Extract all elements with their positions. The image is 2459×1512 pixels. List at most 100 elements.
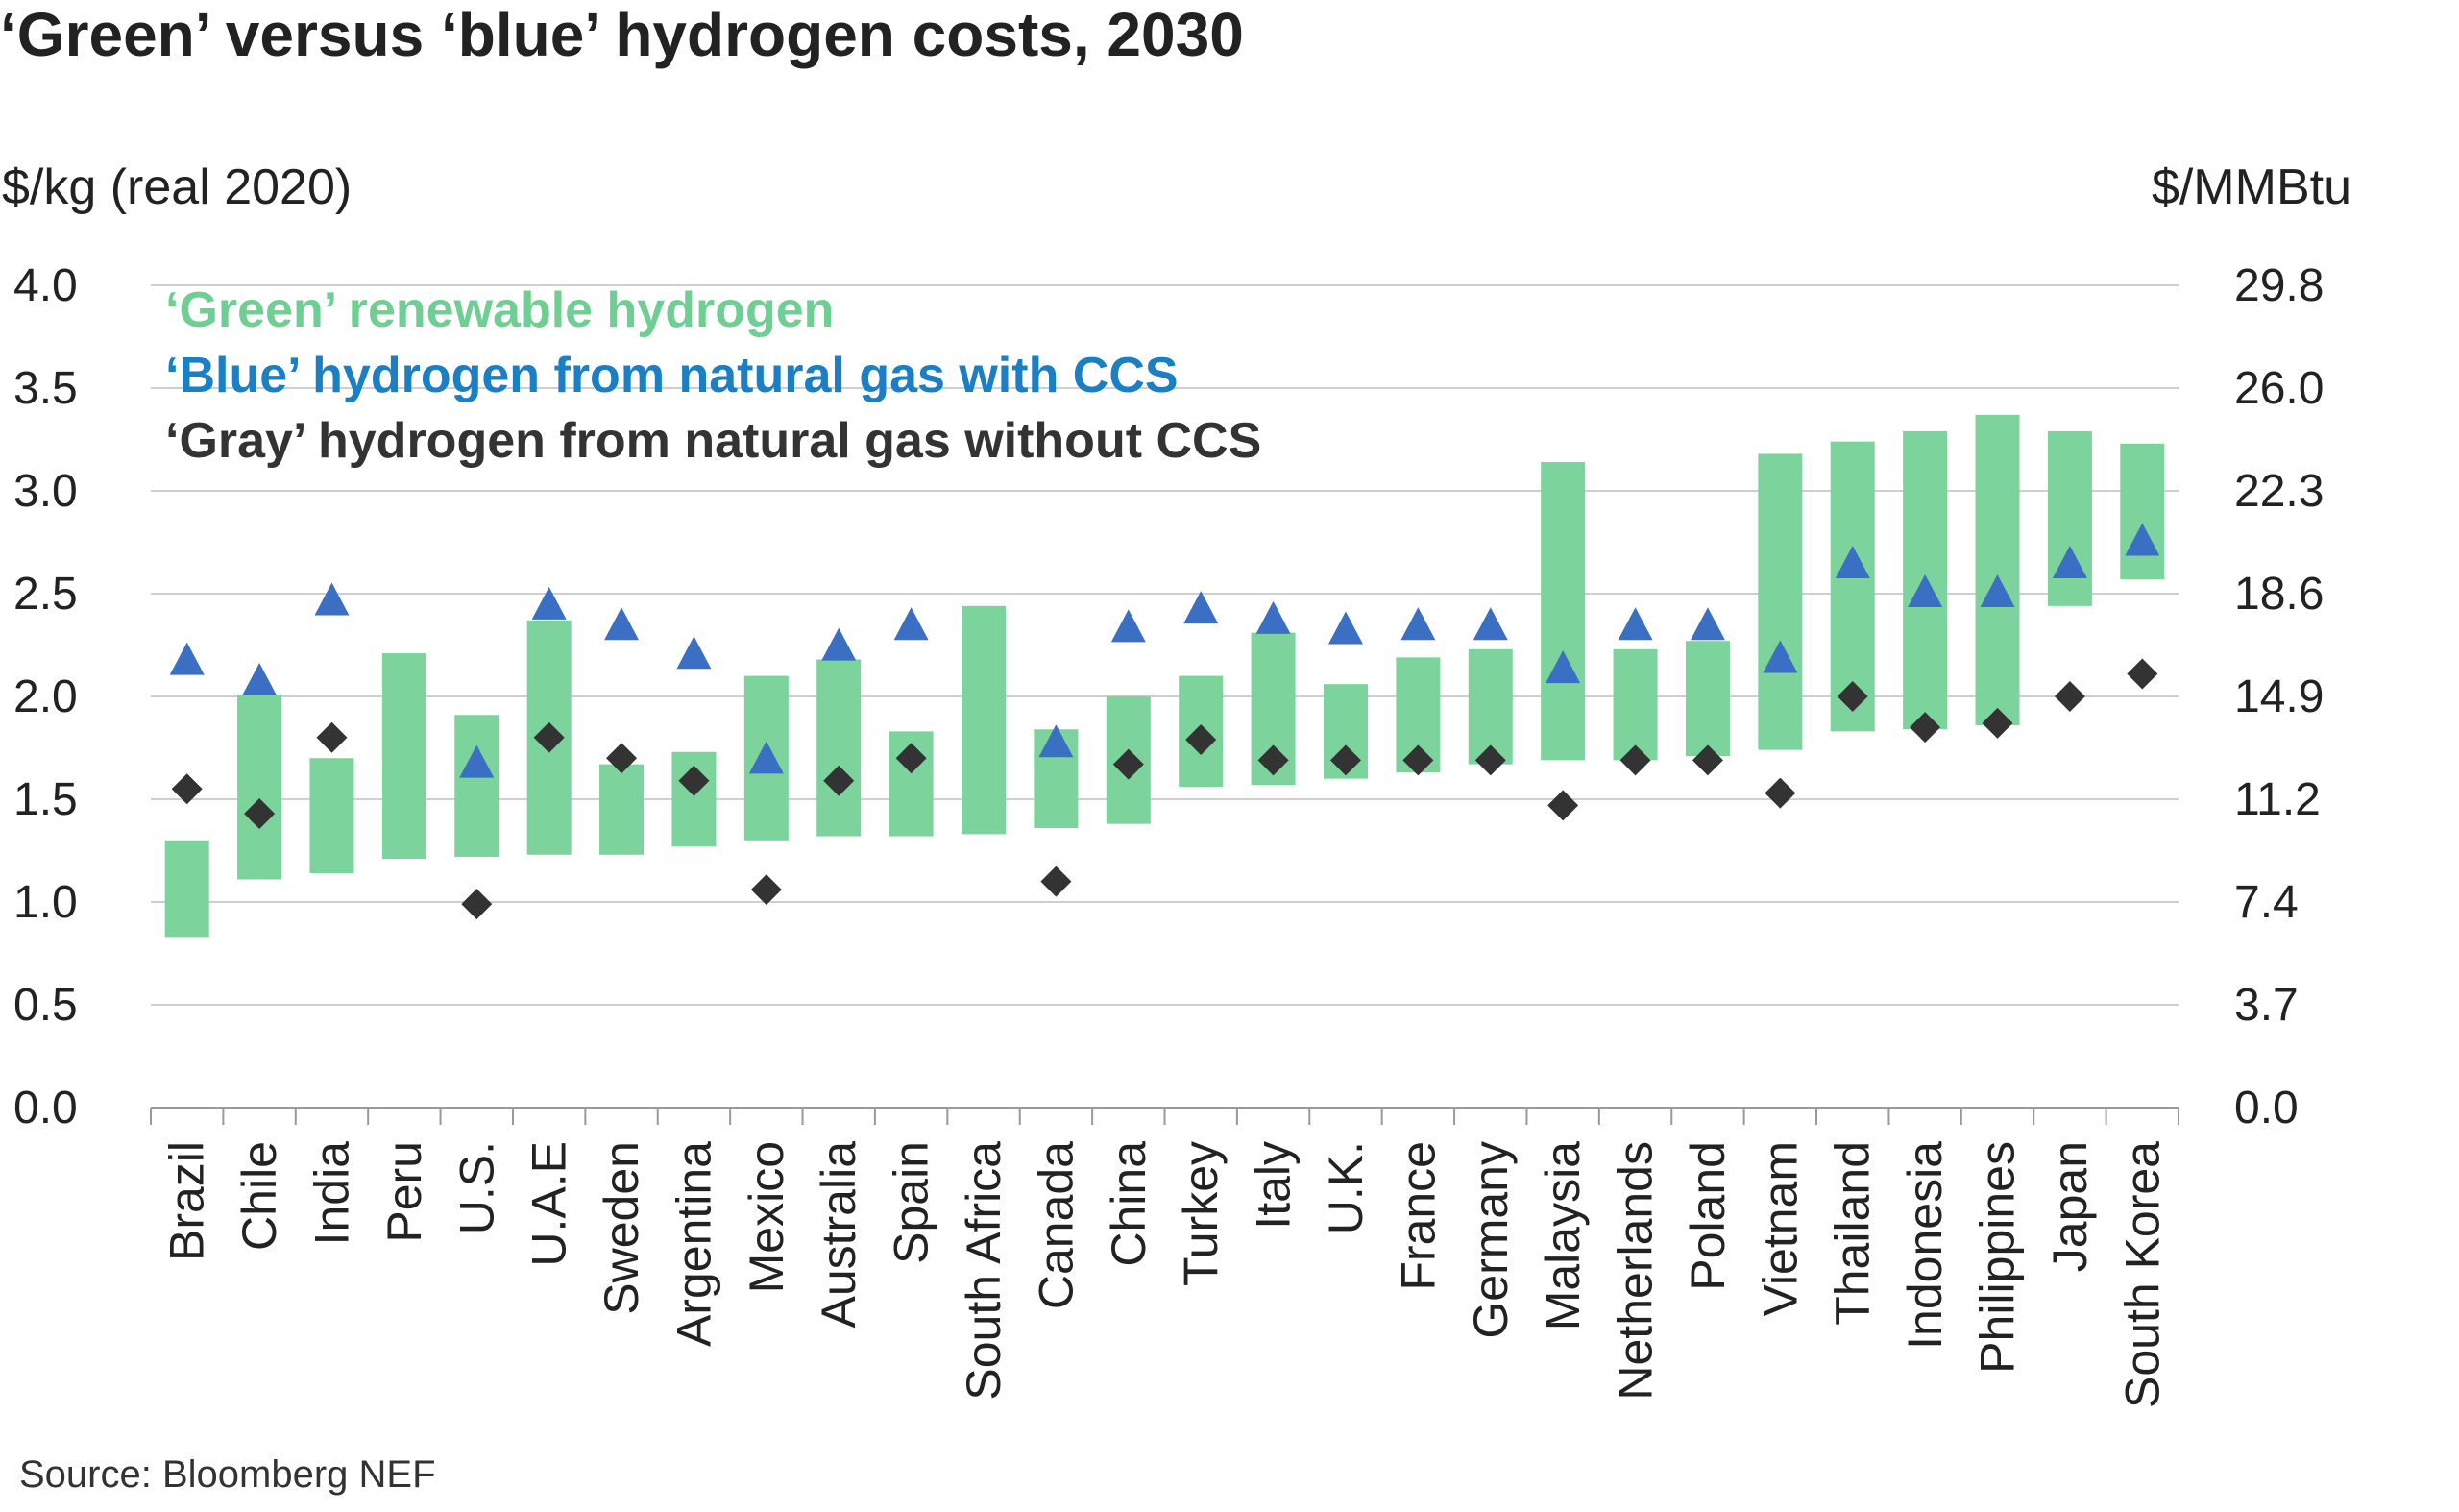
gray-marker-China [1112, 748, 1144, 780]
right-axis-label: $/MMBtu [2152, 159, 2351, 215]
category-label: Australia [812, 1141, 865, 1329]
category-label: Brazil [160, 1141, 214, 1261]
category-label: France [1391, 1141, 1445, 1291]
blue-marker-Malaysia [1546, 650, 1581, 684]
gray-marker-Italy [1257, 744, 1289, 776]
gray-marker-U.S. [461, 889, 493, 920]
green-bar-South Korea [2120, 443, 2165, 580]
right-tick-label: 3.7 [2234, 980, 2299, 1031]
chart-title: ‘Green’ versus ‘blue’ hydrogen costs, 20… [0, 0, 1244, 69]
gray-marker-Canada [1040, 866, 1072, 897]
gray-marker-Brazil [171, 773, 203, 805]
category-label: Malaysia [1536, 1141, 1590, 1330]
category-label: Philippines [1971, 1141, 2025, 1374]
gray-marker-France [1402, 744, 1434, 776]
green-bar-Philippines [1975, 414, 2020, 725]
blue-marker-Indonesia [1908, 574, 1943, 607]
right-tick-label: 14.9 [2234, 671, 2324, 722]
category-label: Turkey [1174, 1141, 1228, 1286]
category-label: Italy [1247, 1141, 1301, 1230]
category-label: Poland [1681, 1141, 1735, 1291]
blue-marker-Japan [2052, 546, 2087, 579]
gray-marker-Australia [823, 765, 855, 796]
gray-marker-Mexico [750, 874, 782, 906]
right-tick-label: 29.8 [2234, 260, 2324, 311]
green-bar-Netherlands [1613, 648, 1658, 761]
category-label: U.A.E [523, 1141, 576, 1267]
gray-marker-Poland [1692, 744, 1723, 776]
category-label: Sweden [595, 1141, 648, 1315]
gray-markers [171, 658, 2158, 920]
blue-marker-Netherlands [1618, 607, 1653, 641]
blue-marker-Turkey [1183, 591, 1219, 624]
green-bar-Brazil [164, 840, 209, 938]
right-tick-label: 18.6 [2234, 569, 2324, 620]
gray-marker-Thailand [1837, 681, 1868, 712]
blue-marker-Chile [242, 663, 278, 696]
green-bar-U.S. [454, 715, 499, 857]
gray-marker-Sweden [606, 743, 638, 774]
x-axis: Brazil Chile India Peru U.S. U.A.E Sweden Argen… [150, 1107, 2179, 1408]
category-label: Indonesia [1898, 1141, 1952, 1350]
green-bar-Vietnam [1758, 453, 1803, 750]
right-tick-label: 26.0 [2234, 363, 2324, 414]
legend-green: ‘Green’ renewable hydrogen [165, 282, 834, 338]
blue-marker-Argentina [676, 636, 712, 670]
category-label: India [304, 1141, 358, 1246]
category-label: U.K. [1319, 1141, 1373, 1234]
green-bar-Peru [381, 653, 426, 860]
right-tick-label: 11.2 [2234, 774, 2321, 825]
gray-marker-Indonesia [1910, 712, 1941, 744]
category-label: Canada [1029, 1141, 1083, 1309]
blue-marker-Canada [1038, 724, 1074, 758]
gray-marker-Spain [895, 743, 927, 774]
blue-marker-Germany [1473, 607, 1508, 641]
green-bar-Australia [816, 659, 862, 837]
category-label: Germany [1464, 1141, 1518, 1339]
gray-marker-Philippines [1982, 707, 2013, 739]
category-label: South Korea [2115, 1141, 2169, 1408]
blue-marker-South Korea [2125, 523, 2160, 556]
left-tick-label: 3.0 [13, 466, 78, 517]
left-tick-label: 2.0 [13, 671, 78, 722]
blue-marker-China [1110, 609, 1146, 643]
gray-marker-India [316, 721, 348, 753]
blue-marker-Vietnam [1763, 640, 1798, 673]
blue-marker-Australia [821, 627, 857, 661]
category-label: South Africa [957, 1141, 1010, 1401]
blue-marker-Philippines [1980, 574, 2015, 607]
green-bar-South Africa [962, 605, 1007, 835]
green-bar-Japan [2047, 430, 2092, 606]
left-y-ticks: 4.0 3.5 3.0 2.5 2.0 1.5 1.0 0.5 0.0 [13, 260, 78, 1134]
category-label: China [1102, 1141, 1156, 1267]
left-tick-label: 1.0 [13, 877, 78, 928]
gray-marker-Malaysia [1547, 790, 1579, 821]
green-bars [164, 414, 2165, 938]
legend: ‘Green’ renewable hydrogen ‘Blue’ hydrog… [165, 282, 1261, 469]
blue-marker-Brazil [169, 642, 205, 675]
legend-gray: ‘Gray’ hydrogen from natural gas without… [165, 413, 1261, 469]
blue-markers [169, 523, 2160, 778]
gray-marker-Japan [2054, 681, 2085, 712]
left-tick-label: 3.5 [13, 363, 78, 414]
category-label: Vietnam [1753, 1141, 1807, 1317]
green-bar-Chile [237, 694, 282, 880]
blue-marker-U.A.E [531, 586, 567, 620]
left-tick-label: 0.0 [13, 1083, 78, 1134]
green-bar-Sweden [599, 764, 645, 855]
gray-marker-U.A.E [533, 721, 565, 753]
gray-marker-Argentina [678, 765, 710, 796]
gray-marker-Germany [1474, 744, 1506, 776]
gray-marker-Chile [244, 797, 276, 829]
blue-marker-U.S. [459, 744, 495, 778]
category-label: Thailand [1826, 1141, 1880, 1326]
right-tick-label: 22.3 [2234, 466, 2324, 517]
blue-marker-India [314, 582, 350, 616]
right-tick-label: 0.0 [2234, 1083, 2299, 1134]
left-tick-label: 1.5 [13, 774, 78, 825]
left-axis-label: $/kg (real 2020) [2, 159, 352, 215]
blue-marker-Sweden [604, 607, 640, 641]
blue-marker-France [1400, 607, 1436, 641]
category-label: Chile [232, 1141, 286, 1251]
blue-marker-U.K. [1327, 611, 1363, 645]
